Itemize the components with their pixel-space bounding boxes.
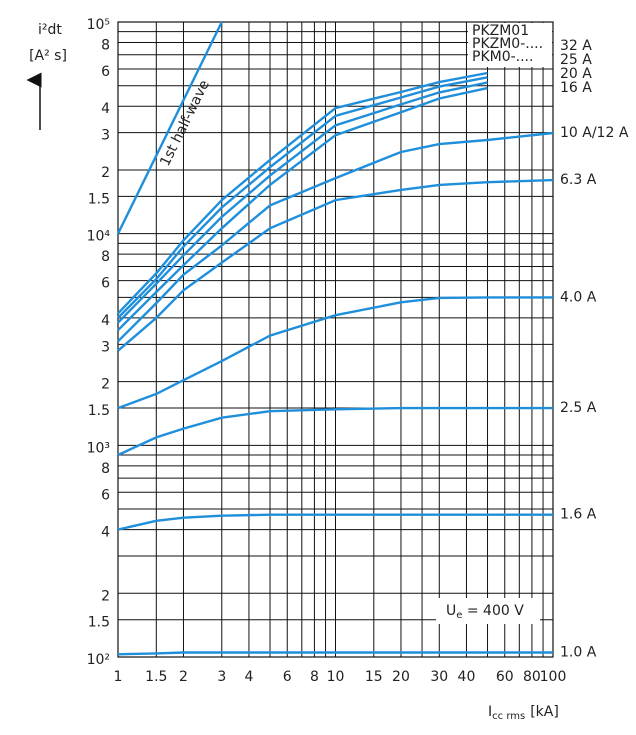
series-line <box>117 651 553 656</box>
y-tick-label: 10² <box>87 652 110 668</box>
y-tick-label: 10³ <box>87 440 110 456</box>
series-label: 1.6 A <box>560 507 597 523</box>
y-tick-label: 2 <box>101 377 110 393</box>
series-line <box>116 21 223 235</box>
x-tick-label: 60 <box>496 669 514 685</box>
y-tick-label: 1.5 <box>88 403 110 419</box>
y-tick-label: 1.5 <box>88 191 110 207</box>
series-label: 2.5 A <box>560 400 597 416</box>
y-tick-label: 10⁵ <box>87 17 110 33</box>
x-axis-label: Icc rms [kA] <box>488 704 559 722</box>
y-tick-label: 6 <box>101 64 110 80</box>
series-label: 20 A <box>560 66 592 82</box>
series-label: 16 A <box>560 80 592 96</box>
y-tick-label: 8 <box>101 249 110 265</box>
y-tick-label: 4 <box>101 101 110 117</box>
y-tick-label: 2 <box>101 165 110 181</box>
y-tick-label: 4 <box>101 313 110 329</box>
series-line <box>117 296 553 410</box>
x-tick-label: 1.5 <box>145 669 167 685</box>
x-tick-label: 30 <box>430 669 448 685</box>
plot-frame <box>117 21 554 658</box>
annotation: Ue = 400 V <box>446 603 524 621</box>
grid <box>117 21 554 658</box>
lines <box>116 21 554 656</box>
y-tick-label: 4 <box>101 525 110 541</box>
y-tick-label: 3 <box>101 339 110 355</box>
x-tick-label: 4 <box>244 669 253 685</box>
x-tick-label: 8 <box>310 669 319 685</box>
series-line <box>117 76 488 319</box>
series-label: 4.0 A <box>560 289 597 305</box>
x-tick-label: 20 <box>392 669 410 685</box>
series-label: 1.0 A <box>560 645 597 661</box>
series-line <box>117 81 488 324</box>
series-line <box>117 513 553 531</box>
series-label: 10 A/12 A <box>560 125 629 141</box>
series-line <box>117 71 488 315</box>
x-tick-label: 1 <box>114 669 123 685</box>
series-line <box>117 131 554 343</box>
y-tick-label: 1.5 <box>88 615 110 631</box>
y-tick-label: 8 <box>101 38 110 54</box>
x-tick-label: 100 <box>540 669 567 685</box>
y-tick-label: 10⁴ <box>87 229 111 245</box>
y-tick-label: 8 <box>101 461 110 477</box>
x-tick-label: 80 <box>523 669 541 685</box>
series-label: 25 A <box>560 52 592 68</box>
series-line <box>117 406 553 457</box>
product-label: PKZM01 <box>472 23 529 39</box>
annotation-bg <box>436 598 540 624</box>
series-line <box>117 86 488 332</box>
y-tick-label: 3 <box>101 128 110 144</box>
y-axis-label: i²dt <box>38 22 62 38</box>
x-tick-label: 40 <box>458 669 476 685</box>
series-label: 32 A <box>560 38 592 54</box>
x-tick-label: 15 <box>365 669 383 685</box>
y-tick-label: 6 <box>101 276 110 292</box>
x-tick-label: 3 <box>217 669 226 685</box>
y-tick-label: 6 <box>101 487 110 503</box>
series-label: 1st half-wave <box>157 78 213 169</box>
series-label: 6.3 A <box>560 172 597 188</box>
x-tick-label: 2 <box>179 669 188 685</box>
x-tick-label: 6 <box>283 669 292 685</box>
series-line <box>117 178 554 352</box>
product-label: PKZM0-.... <box>472 36 543 52</box>
product-bg <box>468 23 552 67</box>
y-axis-unit: [A² s] <box>29 48 67 64</box>
product-label: PKM0-.... <box>472 49 533 65</box>
y-tick-label: 2 <box>101 588 110 604</box>
x-tick-label: 10 <box>327 669 345 685</box>
